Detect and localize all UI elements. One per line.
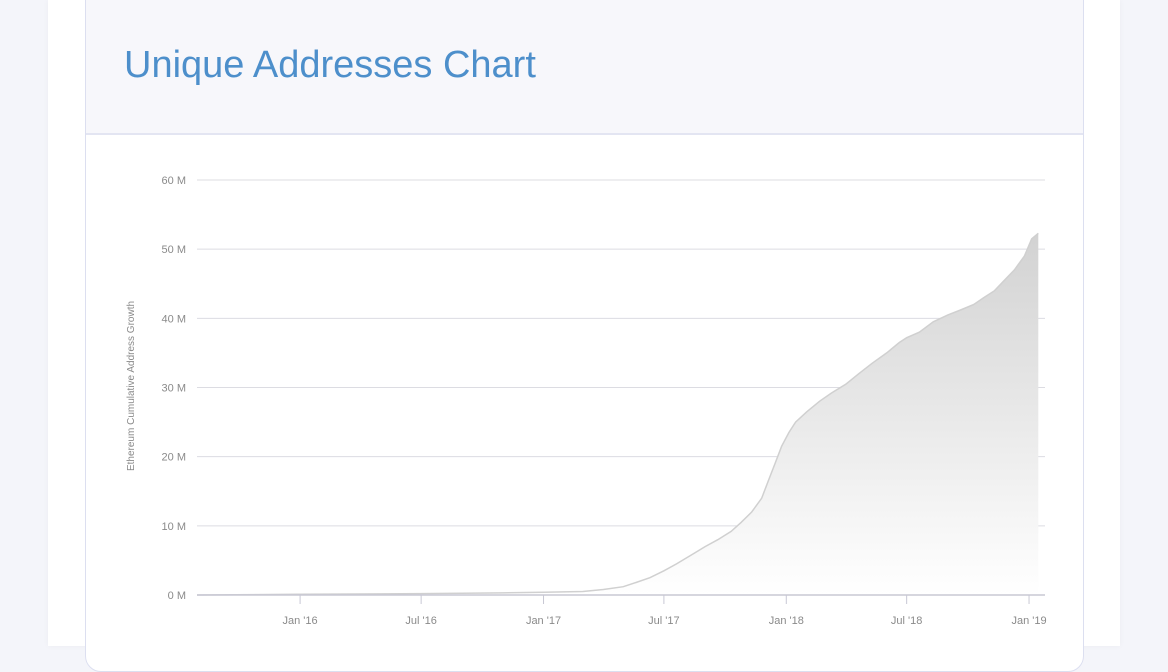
chart: 0 M 10 M 20 M 30 M 40 M 50 M 60 M Jan '16 Jul '… [126,175,1047,627]
y-tick-label: 0 M [168,590,186,602]
x-tick-label: Jul '16 [405,615,436,627]
x-tick-labels: Jan '16 Jul '16 Jan '17 Jul '17 Jan '18 Jul '… [283,615,1047,627]
x-axis [197,594,1045,604]
series-area [197,233,1039,596]
y-axis-label: Ethereum Cumulative Address Growth [126,301,137,471]
y-tick-label: 50 M [162,244,186,256]
y-tick-label: 20 M [162,452,186,464]
x-tick-label: Jan '16 [283,615,318,627]
card-header: Unique Addresses Chart [86,0,1083,135]
y-tick-label: 60 M [162,175,186,187]
x-tick-label: Jul '17 [648,615,679,627]
x-tick-label: Jan '18 [769,615,804,627]
x-tick-label: Jan '19 [1011,615,1046,627]
y-tick-label: 10 M [162,521,186,533]
series-line [196,232,1039,596]
y-tick-label: 30 M [162,383,186,395]
page-title: Unique Addresses Chart [124,44,536,86]
x-tick-label: Jul '18 [891,615,922,627]
y-axis: 0 M 10 M 20 M 30 M 40 M 50 M 60 M [162,175,186,602]
y-tick-label: 40 M [162,313,186,325]
x-tick-label: Jan '17 [526,615,561,627]
plot-area [196,232,1039,596]
